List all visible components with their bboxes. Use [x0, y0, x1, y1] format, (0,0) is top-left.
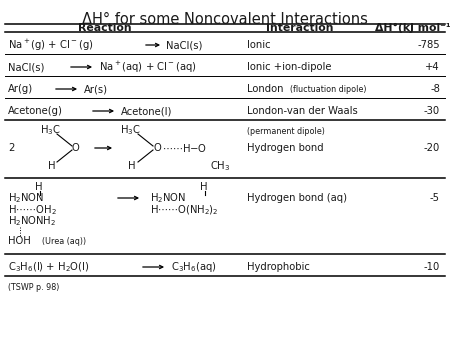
Text: London: London — [247, 84, 284, 94]
Text: Reaction: Reaction — [78, 23, 132, 33]
Text: Hydrophobic: Hydrophobic — [247, 262, 310, 272]
Text: Ionic: Ionic — [247, 40, 270, 50]
Text: (permanent dipole): (permanent dipole) — [247, 127, 325, 137]
Text: C$_3$H$_6$(l) + H$_2$O(l): C$_3$H$_6$(l) + H$_2$O(l) — [8, 260, 90, 274]
Text: Hydrogen bond: Hydrogen bond — [247, 143, 324, 153]
Text: H$_3$C: H$_3$C — [40, 123, 61, 137]
Text: -30: -30 — [424, 106, 440, 116]
Text: NaCl(s): NaCl(s) — [166, 40, 203, 50]
Text: (fluctuation dipole): (fluctuation dipole) — [290, 84, 366, 94]
Text: $\cdots\cdots$H$-$O: $\cdots\cdots$H$-$O — [162, 142, 207, 154]
Text: HOH: HOH — [8, 236, 31, 246]
Text: C$_3$H$_6$(aq): C$_3$H$_6$(aq) — [171, 260, 216, 274]
Text: H: H — [35, 182, 42, 192]
Text: -5: -5 — [430, 193, 440, 203]
Text: H: H — [128, 161, 135, 171]
Text: O: O — [153, 143, 161, 153]
Text: NaCl(s): NaCl(s) — [8, 62, 45, 72]
Text: O: O — [72, 143, 80, 153]
Text: London-van der Waals: London-van der Waals — [247, 106, 358, 116]
Text: Acetone(l): Acetone(l) — [121, 106, 172, 116]
Text: (TSWP p. 98): (TSWP p. 98) — [8, 283, 59, 291]
Text: Hydrogen bond (aq): Hydrogen bond (aq) — [247, 193, 347, 203]
Text: H$\cdots\cdots$O(NH$_2$)$_2$: H$\cdots\cdots$O(NH$_2$)$_2$ — [150, 203, 218, 217]
Text: +4: +4 — [425, 62, 440, 72]
Text: -20: -20 — [424, 143, 440, 153]
Text: H$_2$NONH$_2$: H$_2$NONH$_2$ — [8, 214, 56, 228]
Text: H$_3$C: H$_3$C — [120, 123, 141, 137]
Text: H$_2$NON: H$_2$NON — [150, 191, 186, 205]
Text: Na$^+$(g) + Cl$^-$(g): Na$^+$(g) + Cl$^-$(g) — [8, 38, 94, 52]
Text: Na$^+$(aq) + Cl$^-$(aq): Na$^+$(aq) + Cl$^-$(aq) — [99, 59, 197, 75]
Text: 2: 2 — [8, 143, 14, 153]
Text: Ar(s): Ar(s) — [84, 84, 108, 94]
Text: H: H — [48, 161, 55, 171]
Text: -8: -8 — [430, 84, 440, 94]
Text: -10: -10 — [424, 262, 440, 272]
Text: Ar(g): Ar(g) — [8, 84, 33, 94]
Text: Interaction: Interaction — [266, 23, 334, 33]
Text: H$\cdots\cdots$OH$_2$: H$\cdots\cdots$OH$_2$ — [8, 203, 57, 217]
Text: ΔH°(kJ mol⁻¹): ΔH°(kJ mol⁻¹) — [375, 23, 450, 33]
Text: ΔH° for some Noncovalent Interactions: ΔH° for some Noncovalent Interactions — [82, 12, 368, 27]
Text: H: H — [200, 182, 207, 192]
Text: H$_2$NON: H$_2$NON — [8, 191, 44, 205]
Text: -785: -785 — [418, 40, 440, 50]
Text: (Urea (aq)): (Urea (aq)) — [42, 237, 86, 245]
Text: Acetone(g): Acetone(g) — [8, 106, 63, 116]
Text: Ionic +ion-dipole: Ionic +ion-dipole — [247, 62, 332, 72]
Text: CH$_3$: CH$_3$ — [210, 159, 230, 173]
